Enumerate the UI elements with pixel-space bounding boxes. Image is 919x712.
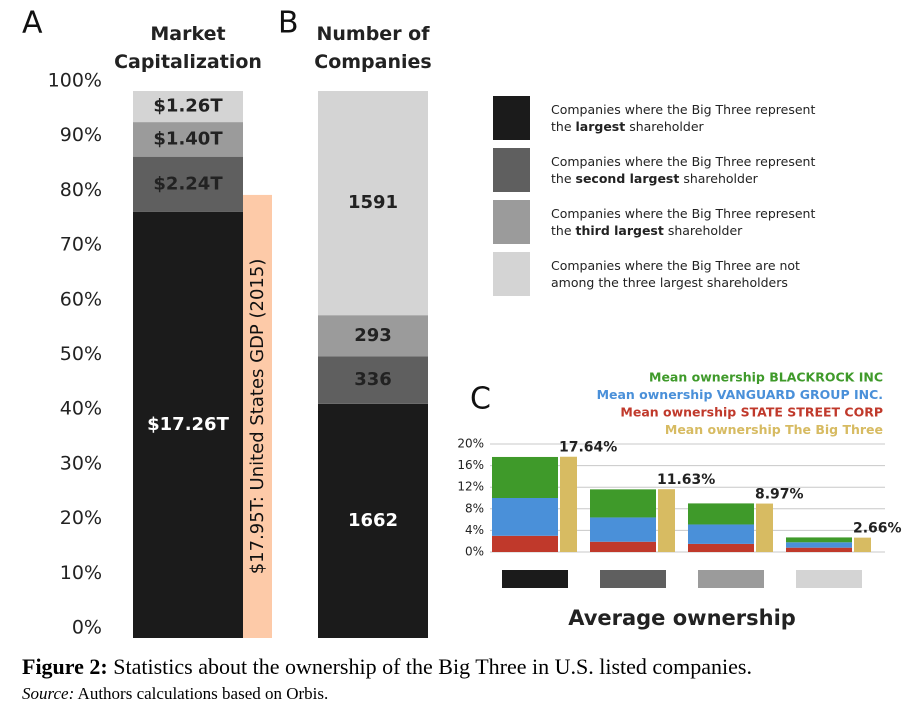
legend-item: Companies where the Big Three represent … (493, 96, 821, 140)
caption: Figure 2: Statistics about the ownership… (22, 654, 752, 680)
gdp-bar (243, 194, 272, 639)
legend-text: third largest (575, 223, 664, 238)
legend-item: Mean ownership BLACKROCK INC (649, 370, 883, 385)
bar-segment (688, 524, 754, 544)
legend-item: Companies where the Big Three represent … (493, 148, 821, 192)
bar (854, 537, 871, 552)
y-tick-label: 100% (48, 70, 102, 92)
bar-segment (318, 315, 428, 357)
annotation: $17.95T: United States GDP (2015) (247, 259, 268, 575)
legend-item: Companies where the Big Three are not am… (493, 252, 821, 296)
data-label: $17.26T (147, 414, 229, 435)
legend-item: Mean ownership The Big Three (665, 422, 883, 437)
legend-text: shareholder (625, 119, 704, 134)
category-swatch (600, 570, 666, 588)
chart-title: Number of Companies (314, 23, 432, 73)
category-swatch (502, 570, 568, 588)
legend-item: Companies where the Big Three represent … (493, 200, 821, 244)
caption-label: Figure 2: (22, 654, 108, 679)
bar-segment (318, 403, 428, 638)
y-tick-label: 70% (60, 234, 102, 256)
data-label: 1591 (348, 192, 398, 213)
bar-segment (786, 542, 852, 548)
legend-label: Companies where the Big Three are not am… (551, 257, 821, 291)
y-tick-label: 90% (60, 124, 102, 146)
data-label: 336 (354, 369, 392, 390)
legend-label: Companies where the Big Three represent … (551, 205, 821, 239)
bar-segment (786, 547, 852, 552)
bar (756, 503, 773, 552)
y-tick-label: 10% (60, 562, 102, 584)
data-label: $2.24T (153, 173, 223, 194)
y-tick-label: 0% (72, 617, 102, 639)
source-text: Authors calculations based on Orbis. (74, 684, 329, 703)
y-tick-label: 20% (60, 507, 102, 529)
bar-segment (492, 456, 558, 498)
y-tick-label: 40% (60, 398, 102, 420)
data-label: 8.97% (755, 487, 804, 503)
legend-item: Mean ownership STATE STREET CORP (620, 405, 883, 420)
data-label: 2.66% (853, 521, 902, 537)
y-tick-label: 60% (60, 288, 102, 310)
bar-segment (492, 498, 558, 536)
bar-segment (688, 503, 754, 525)
bar-segment (133, 156, 243, 212)
bar-segment (318, 356, 428, 404)
source-label: Source: (22, 684, 75, 703)
category-swatch (796, 570, 862, 588)
caption-text: Statistics about the ownership of the Bi… (107, 654, 752, 679)
bar (560, 456, 577, 552)
y-tick-label: 80% (60, 179, 102, 201)
y-tick-label: 50% (60, 343, 102, 365)
y-tick-label: 8% (465, 501, 484, 515)
y-tick-label: 30% (60, 452, 102, 474)
legend-text: Companies where the Big Three are not am… (551, 258, 800, 290)
legend-text: Companies where the Big Three represent … (551, 154, 816, 186)
legend-text: shareholder (679, 171, 758, 186)
category-swatch (698, 570, 764, 588)
source: Source: Authors calculations based on Or… (22, 684, 328, 704)
bar-segment (688, 543, 754, 552)
chart-title: Market Capitalization (114, 23, 262, 73)
bar-segment (133, 91, 243, 123)
bar-segment (318, 91, 428, 316)
legend-label: Companies where the Big Three represent … (551, 153, 821, 187)
data-label: 11.63% (657, 472, 715, 488)
data-label: 293 (354, 325, 392, 346)
data-label: $1.40T (153, 128, 223, 149)
data-label: 1662 (348, 510, 398, 531)
legend-text: Companies where the Big Three represent … (551, 206, 816, 238)
bar-segment (133, 122, 243, 157)
y-tick-label: 4% (465, 523, 484, 537)
legend-swatch (493, 252, 530, 296)
y-tick-label: 12% (457, 480, 484, 494)
bar-segment (133, 211, 243, 639)
y-tick-label: 16% (457, 458, 484, 472)
legend-swatch (493, 148, 530, 192)
panel-label: A (22, 6, 43, 41)
bar-segment (492, 535, 558, 552)
bar-segment (786, 537, 852, 543)
x-axis-label: Average ownership (568, 606, 796, 630)
data-label: $1.26T (153, 96, 223, 117)
y-tick-label: 0% (465, 545, 484, 559)
legend-swatch (493, 200, 530, 244)
legend-text: largest (575, 119, 626, 134)
bar (658, 489, 675, 552)
data-label: 17.64% (559, 440, 617, 456)
legend-swatch (493, 96, 530, 140)
bar-segment (590, 489, 656, 518)
panel-label: C (470, 382, 491, 417)
legend-label: Companies where the Big Three represent … (551, 101, 821, 135)
legend-item: Mean ownership VANGUARD GROUP INC. (597, 387, 883, 402)
legend-text: shareholder (663, 223, 743, 238)
bar-segment (590, 541, 656, 552)
y-tick-label: 20% (457, 437, 484, 451)
bar-segment (590, 517, 656, 542)
legend-text: second largest (575, 171, 680, 186)
panel-label: B (278, 6, 299, 41)
legend-text: Companies where the Big Three represent … (551, 102, 816, 134)
